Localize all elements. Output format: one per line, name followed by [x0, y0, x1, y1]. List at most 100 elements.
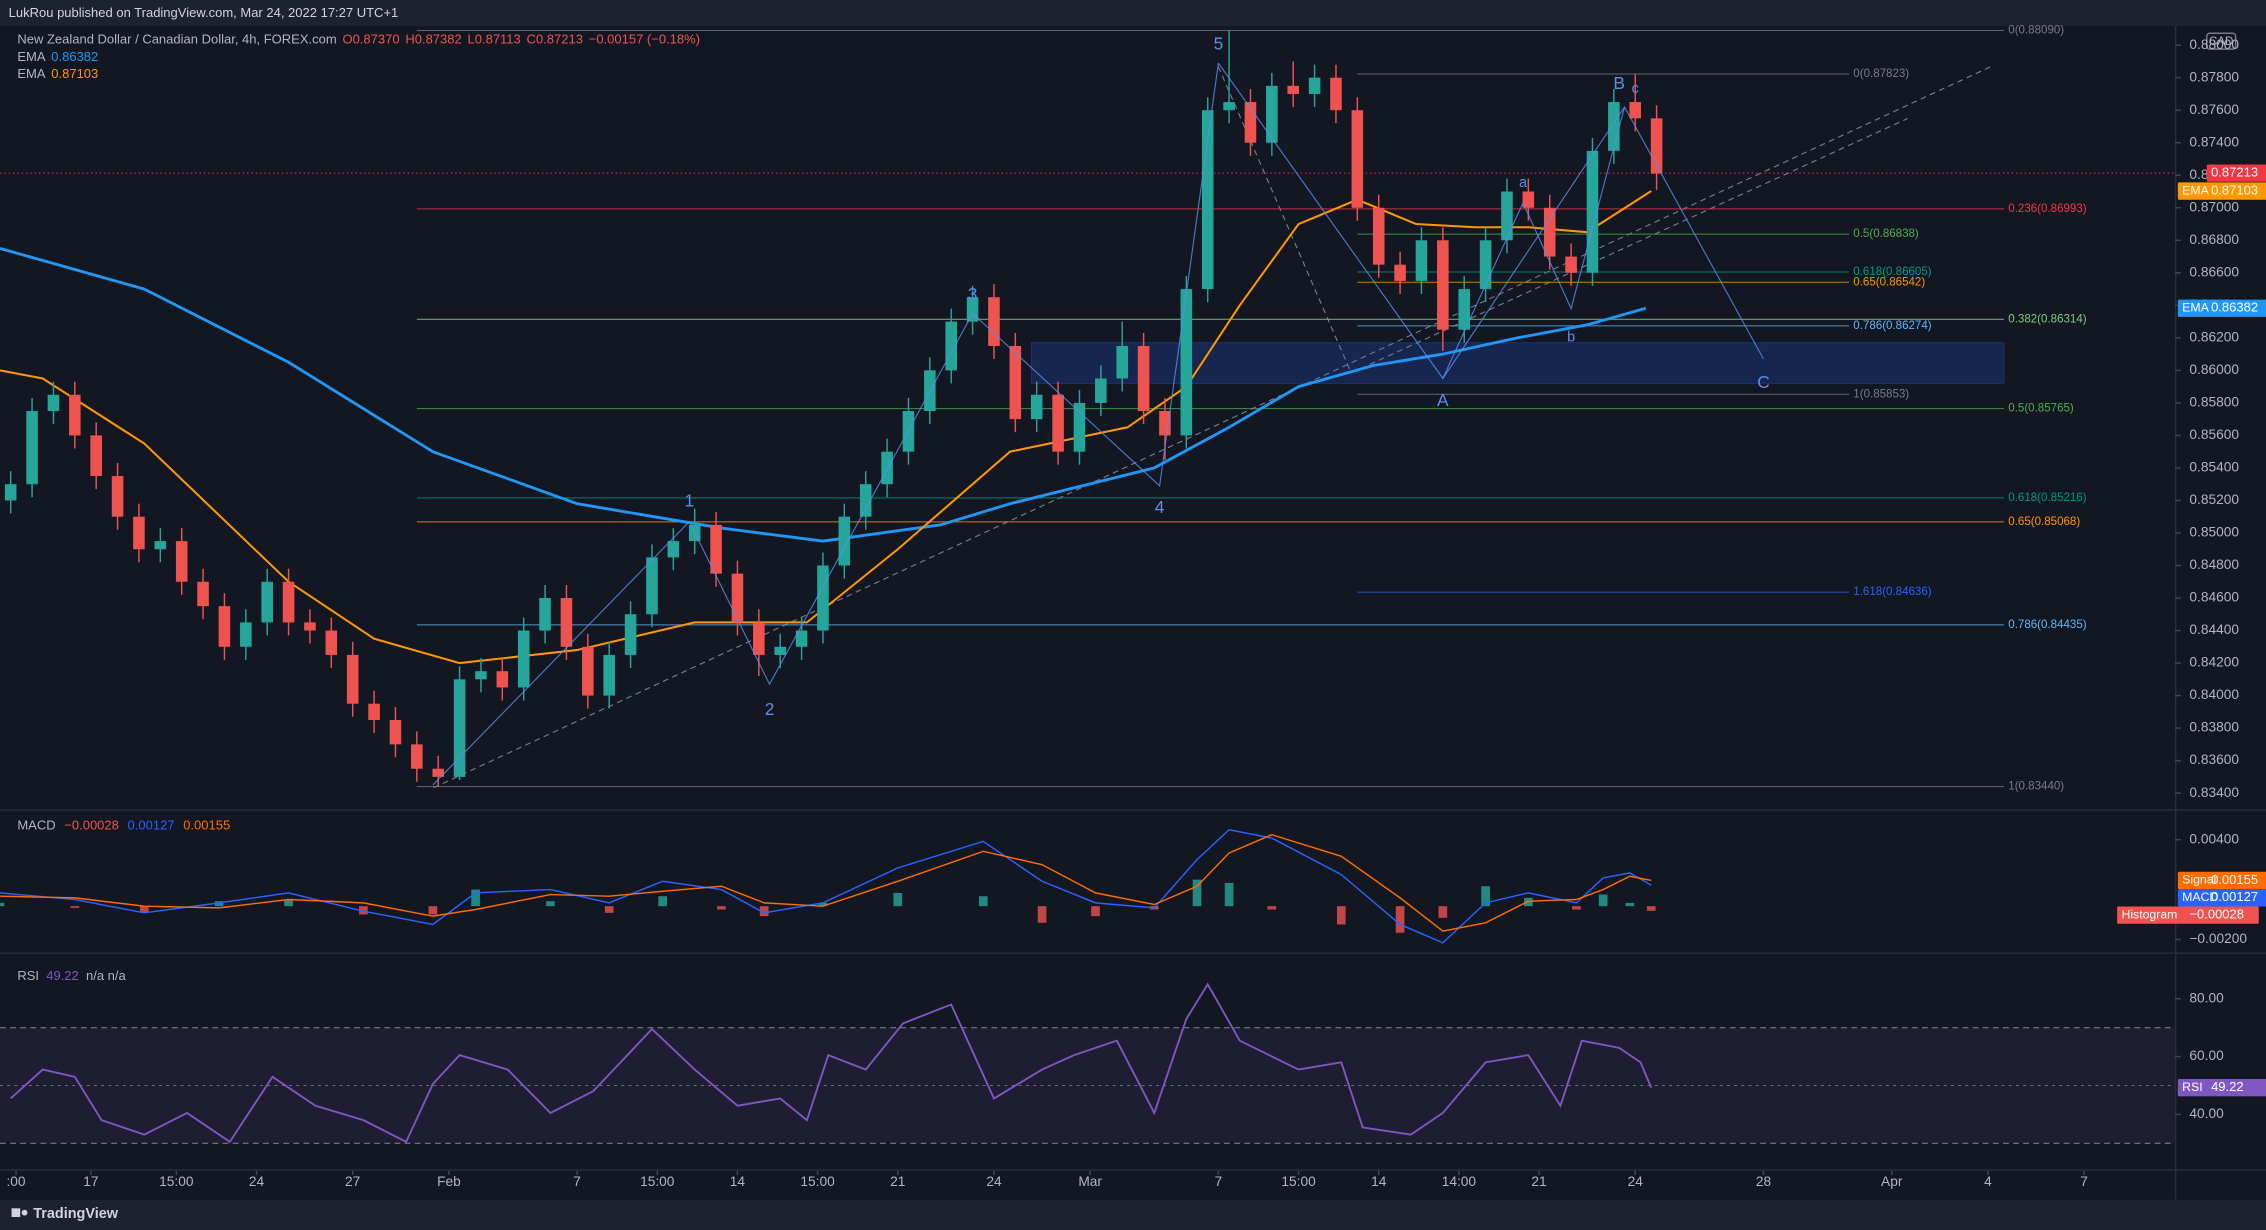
candle	[111, 463, 124, 530]
candle-body	[90, 435, 102, 477]
trend-line	[433, 64, 1995, 789]
candle-body	[1608, 102, 1620, 151]
wave-line	[1217, 62, 1764, 380]
candle	[667, 528, 680, 571]
x-tick-label: Mar	[1078, 1174, 1102, 1189]
candle-body	[1287, 85, 1299, 94]
wave-label: 2	[765, 699, 775, 719]
candle-body	[1330, 77, 1342, 111]
candle	[411, 731, 423, 782]
price-badge: EMA 0.86382	[2177, 299, 2266, 317]
currency: CAD	[2209, 36, 2233, 48]
badge-bg	[2177, 889, 2266, 907]
candle	[1650, 105, 1663, 190]
candle-body	[325, 630, 338, 655]
ohlc-value: L0.87113	[468, 32, 521, 47]
candle-body	[1159, 411, 1171, 436]
candle-body	[240, 622, 252, 647]
candle-body	[1543, 207, 1556, 257]
candle	[1052, 381, 1064, 465]
histogram-bar	[471, 889, 480, 907]
candle	[945, 308, 957, 384]
x-tick-label: Apr	[1881, 1174, 1903, 1189]
candle-body	[47, 394, 60, 412]
candle-body	[1351, 110, 1364, 208]
histogram-bar	[1625, 902, 1635, 907]
y-tick-label: 0.85800	[2189, 395, 2239, 410]
candle-body	[795, 630, 808, 647]
badge-value: 0.87213	[2211, 165, 2258, 180]
badge-name: Signal	[2182, 873, 2216, 887]
histogram-bar	[1438, 906, 1448, 918]
tradingview-logo	[11, 1208, 28, 1217]
badge-bg	[2177, 1079, 2266, 1097]
rsi-title: RSI	[17, 968, 39, 983]
wave-label: a	[1519, 175, 1528, 191]
y-tick-label: 0.87800	[2189, 69, 2239, 84]
fib-label: 0.65(0.86542)	[1853, 276, 1925, 288]
candle	[26, 398, 38, 498]
histogram-bar	[1598, 894, 1608, 907]
y-tick-label: 0.86800	[2189, 232, 2239, 247]
y-tick-label: 0.86600	[2189, 264, 2239, 279]
y-tick-label: 0.00400	[2189, 831, 2239, 846]
histogram-bar	[978, 896, 988, 907]
candle-body	[1223, 102, 1235, 111]
histogram-bar	[214, 901, 224, 907]
y-tick-label: 0.87000	[2189, 199, 2239, 214]
wave-line	[432, 62, 1219, 786]
histogram-bar	[1336, 906, 1346, 925]
x-tick-label: 14	[730, 1174, 746, 1189]
ema-value: 0.87103	[51, 67, 98, 82]
x-tick-label: 4	[1984, 1174, 1992, 1189]
candle-body	[582, 646, 594, 696]
candle-body	[774, 646, 786, 655]
ohlc-value: −0.00157 (−0.18%)	[589, 32, 700, 47]
candle-body	[1437, 240, 1449, 330]
price-badge: RSI 49.22	[2177, 1079, 2266, 1097]
candle	[966, 285, 979, 335]
x-tick-label: 14:00	[1442, 1174, 1477, 1189]
x-tick-label: 7	[573, 1174, 581, 1189]
publisher: LukRou published on TradingView.com, Mar…	[9, 5, 399, 20]
y-tick-label: 0.85000	[2189, 525, 2239, 540]
ema-value: 0.86382	[51, 49, 98, 64]
candle	[1629, 74, 1642, 132]
footer-brand: TradingView	[33, 1206, 119, 1222]
rsi-legend: RSI 49.22 n/a n/a	[17, 968, 126, 983]
candle-body	[261, 581, 273, 623]
candle	[368, 690, 380, 733]
candle-body	[1116, 345, 1128, 379]
candle-body	[175, 541, 188, 582]
histogram-bar	[1395, 906, 1405, 933]
candle	[346, 641, 359, 717]
candle	[1351, 97, 1364, 221]
currency-badge: CAD	[2206, 32, 2237, 50]
candle-body	[1308, 77, 1321, 94]
ohlc-value: C0.87213	[527, 32, 583, 47]
candle	[539, 585, 551, 644]
candle	[624, 601, 637, 668]
y-tick-label: 60.00	[2189, 1048, 2224, 1063]
candle-body	[1095, 378, 1107, 403]
candle-body	[1030, 394, 1043, 420]
x-tick-label: 14	[1371, 1174, 1387, 1189]
wave-label: 5	[1214, 34, 1224, 54]
histogram-bar	[428, 906, 438, 915]
candle	[988, 284, 1000, 359]
histogram-bar	[0, 902, 5, 907]
badge-value: 0.86382	[2211, 300, 2258, 315]
histogram-bar	[1524, 897, 1533, 907]
candle	[1372, 194, 1385, 278]
candle	[1244, 89, 1257, 156]
candle-body	[1479, 240, 1492, 290]
histogram-bar	[1646, 906, 1656, 911]
y-tick-label: 0.87600	[2189, 102, 2239, 117]
candle-body	[1201, 110, 1214, 290]
badge-value: 49.22	[2211, 1079, 2244, 1094]
candle-body	[496, 671, 509, 688]
badge-value: 0.87103	[2211, 182, 2258, 197]
candle	[175, 528, 188, 595]
